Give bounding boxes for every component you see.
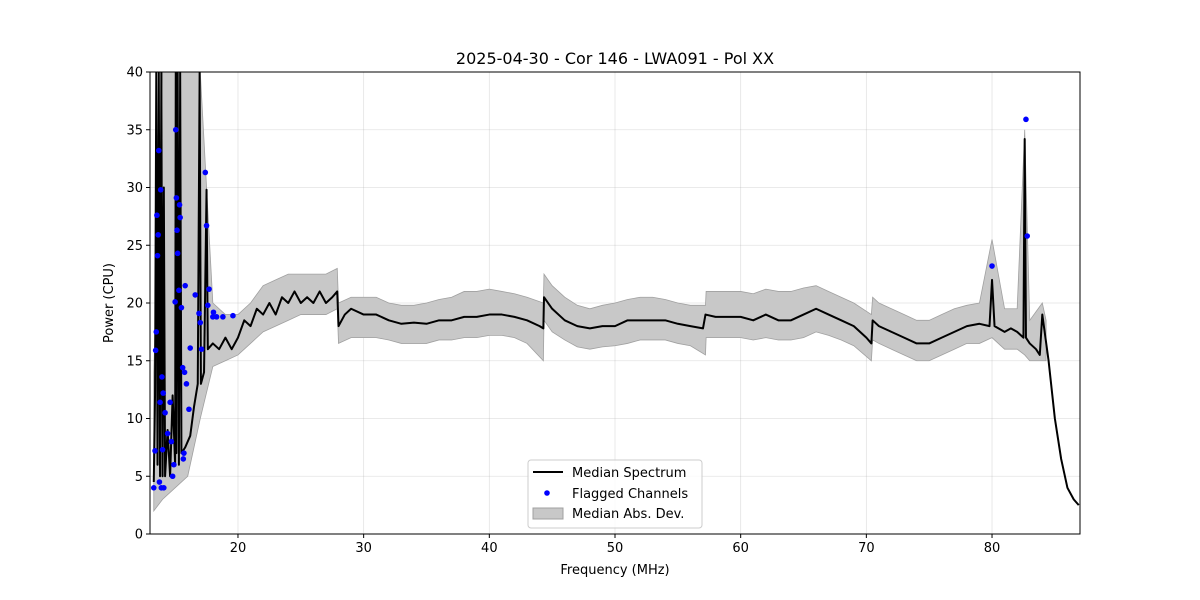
y-tick-label: 25 — [126, 239, 143, 254]
flagged-channel-point — [1023, 116, 1029, 123]
flagged-channel-point — [198, 346, 205, 353]
axis-ticks: 20 30 40 50 60 70 80 0 5 10 15 20 25 30 35 40 — [126, 66, 1000, 557]
flagged-channel-point — [202, 169, 209, 176]
legend-flagged-label: Flagged Channels — [572, 487, 688, 502]
flagged-channel-point — [989, 263, 995, 269]
flagged-channel-point — [169, 473, 176, 480]
flagged-channel-point — [156, 479, 163, 485]
flagged-channel-point — [168, 438, 175, 445]
median-spectrum-line — [152, 72, 1080, 506]
legend-median-label: Median Spectrum — [572, 466, 686, 481]
flagged-channel-point — [152, 347, 159, 354]
y-tick-label: 0 — [135, 528, 143, 543]
flagged-channel-point — [181, 369, 188, 376]
x-axis-label: Frequency (MHz) — [560, 563, 669, 578]
mad-band — [153, 72, 1047, 513]
flagged-points-layer — [150, 116, 1031, 491]
x-tick-label: 60 — [732, 541, 749, 556]
legend-mad-label: Median Abs. Dev. — [572, 507, 684, 522]
flagged-channel-point — [153, 329, 160, 335]
flagged-channel-point — [176, 287, 182, 294]
flagged-channel-point — [154, 252, 161, 259]
flagged-channel-point — [187, 345, 194, 351]
flagged-channel-point — [172, 299, 178, 305]
flagged-channel-point — [155, 232, 161, 238]
flagged-channel-point — [176, 202, 183, 208]
flagged-channel-point — [205, 302, 211, 309]
flagged-channel-point — [192, 292, 199, 298]
x-tick-label: 50 — [607, 541, 624, 556]
flagged-channel-point — [154, 212, 160, 219]
flagged-channel-point — [1024, 233, 1031, 239]
y-tick-label: 30 — [126, 181, 143, 196]
flagged-channel-point — [173, 195, 180, 201]
legend-box — [527, 459, 703, 529]
flagged-channel-point — [167, 399, 173, 406]
y-tick-label: 10 — [126, 412, 143, 427]
flagged-channel-point — [159, 446, 166, 453]
flagged-channel-point — [174, 250, 181, 257]
x-tick-label: 20 — [230, 541, 247, 556]
median-line-layer — [152, 72, 1080, 506]
flagged-channel-point — [196, 310, 202, 317]
flagged-channel-point — [159, 374, 165, 380]
y-tick-label: 5 — [135, 470, 143, 485]
flagged-channel-point — [197, 319, 204, 326]
flagged-channel-point — [181, 450, 187, 456]
legend-flagged-swatch — [544, 490, 550, 496]
flagged-channel-point — [230, 312, 236, 319]
mad-band-layer — [153, 72, 1047, 513]
flagged-channel-point — [179, 364, 186, 371]
flagged-channel-point — [160, 390, 166, 396]
flagged-channel-point — [177, 214, 183, 221]
flagged-channel-point — [150, 485, 157, 491]
y-axis-label: Power (CPU) — [102, 263, 117, 343]
x-tick-label: 30 — [355, 541, 372, 556]
y-tick-label: 35 — [126, 123, 143, 138]
x-tick-label: 40 — [481, 541, 498, 556]
y-tick-label: 20 — [126, 297, 143, 312]
flagged-channel-point — [220, 314, 226, 320]
flagged-channel-point — [183, 381, 190, 387]
legend-mad-swatch — [532, 507, 564, 520]
x-tick-label: 80 — [984, 541, 1001, 556]
flagged-channel-point — [155, 147, 162, 154]
flagged-channel-point — [182, 282, 188, 289]
flagged-channel-point — [172, 126, 179, 133]
flagged-channel-point — [157, 399, 163, 406]
flagged-channel-point — [186, 406, 192, 413]
flagged-channel-point — [213, 314, 220, 320]
flagged-channel-point — [210, 309, 217, 316]
y-tick-label: 15 — [126, 354, 143, 369]
flagged-channel-point — [161, 485, 167, 491]
chart-title: 2025-04-30 - Cor 146 - LWA091 - Pol XX — [456, 49, 774, 68]
flagged-channel-point — [164, 430, 171, 437]
flagged-channel-point — [180, 456, 187, 462]
flagged-channel-point — [203, 222, 210, 229]
flagged-channel-point — [206, 286, 212, 292]
flagged-channel-point — [152, 448, 158, 454]
legend: Median Spectrum Flagged Channels Median … — [527, 459, 703, 529]
y-tick-label: 40 — [126, 66, 143, 81]
flagged-channel-point — [171, 461, 177, 468]
flagged-channel-point — [174, 227, 180, 234]
flagged-channel-point — [178, 304, 185, 311]
flagged-channel-point — [157, 187, 164, 193]
x-tick-label: 70 — [858, 541, 875, 556]
flagged-channel-point — [162, 409, 168, 416]
